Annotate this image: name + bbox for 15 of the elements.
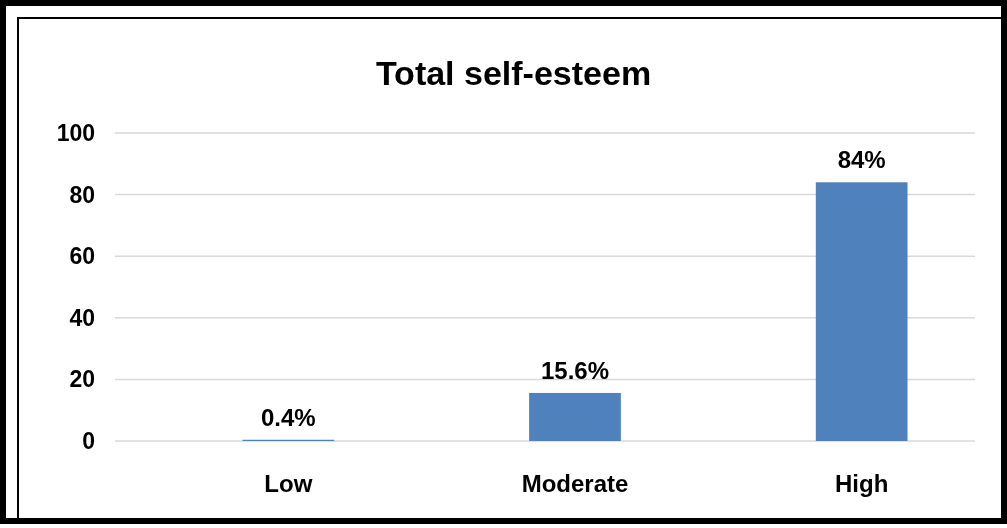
chart-title: Total self-esteem	[375, 54, 652, 92]
x-tick-label: Low	[264, 470, 313, 497]
y-tick-label: 100	[56, 120, 95, 146]
data-label: 0.4%	[260, 403, 316, 431]
bar	[815, 182, 908, 441]
y-tick-label: 20	[69, 366, 95, 393]
y-tick-label: 80	[69, 181, 95, 208]
x-tick-label: High	[835, 470, 889, 497]
y-tick-label: 40	[69, 304, 95, 331]
x-tick-label: Moderate	[521, 470, 629, 497]
y-tick-label: 60	[69, 243, 95, 270]
y-tick-label: 0	[82, 428, 95, 454]
data-label: 15.6%	[540, 356, 610, 384]
bar	[529, 392, 621, 441]
data-label: 84%	[837, 146, 886, 174]
